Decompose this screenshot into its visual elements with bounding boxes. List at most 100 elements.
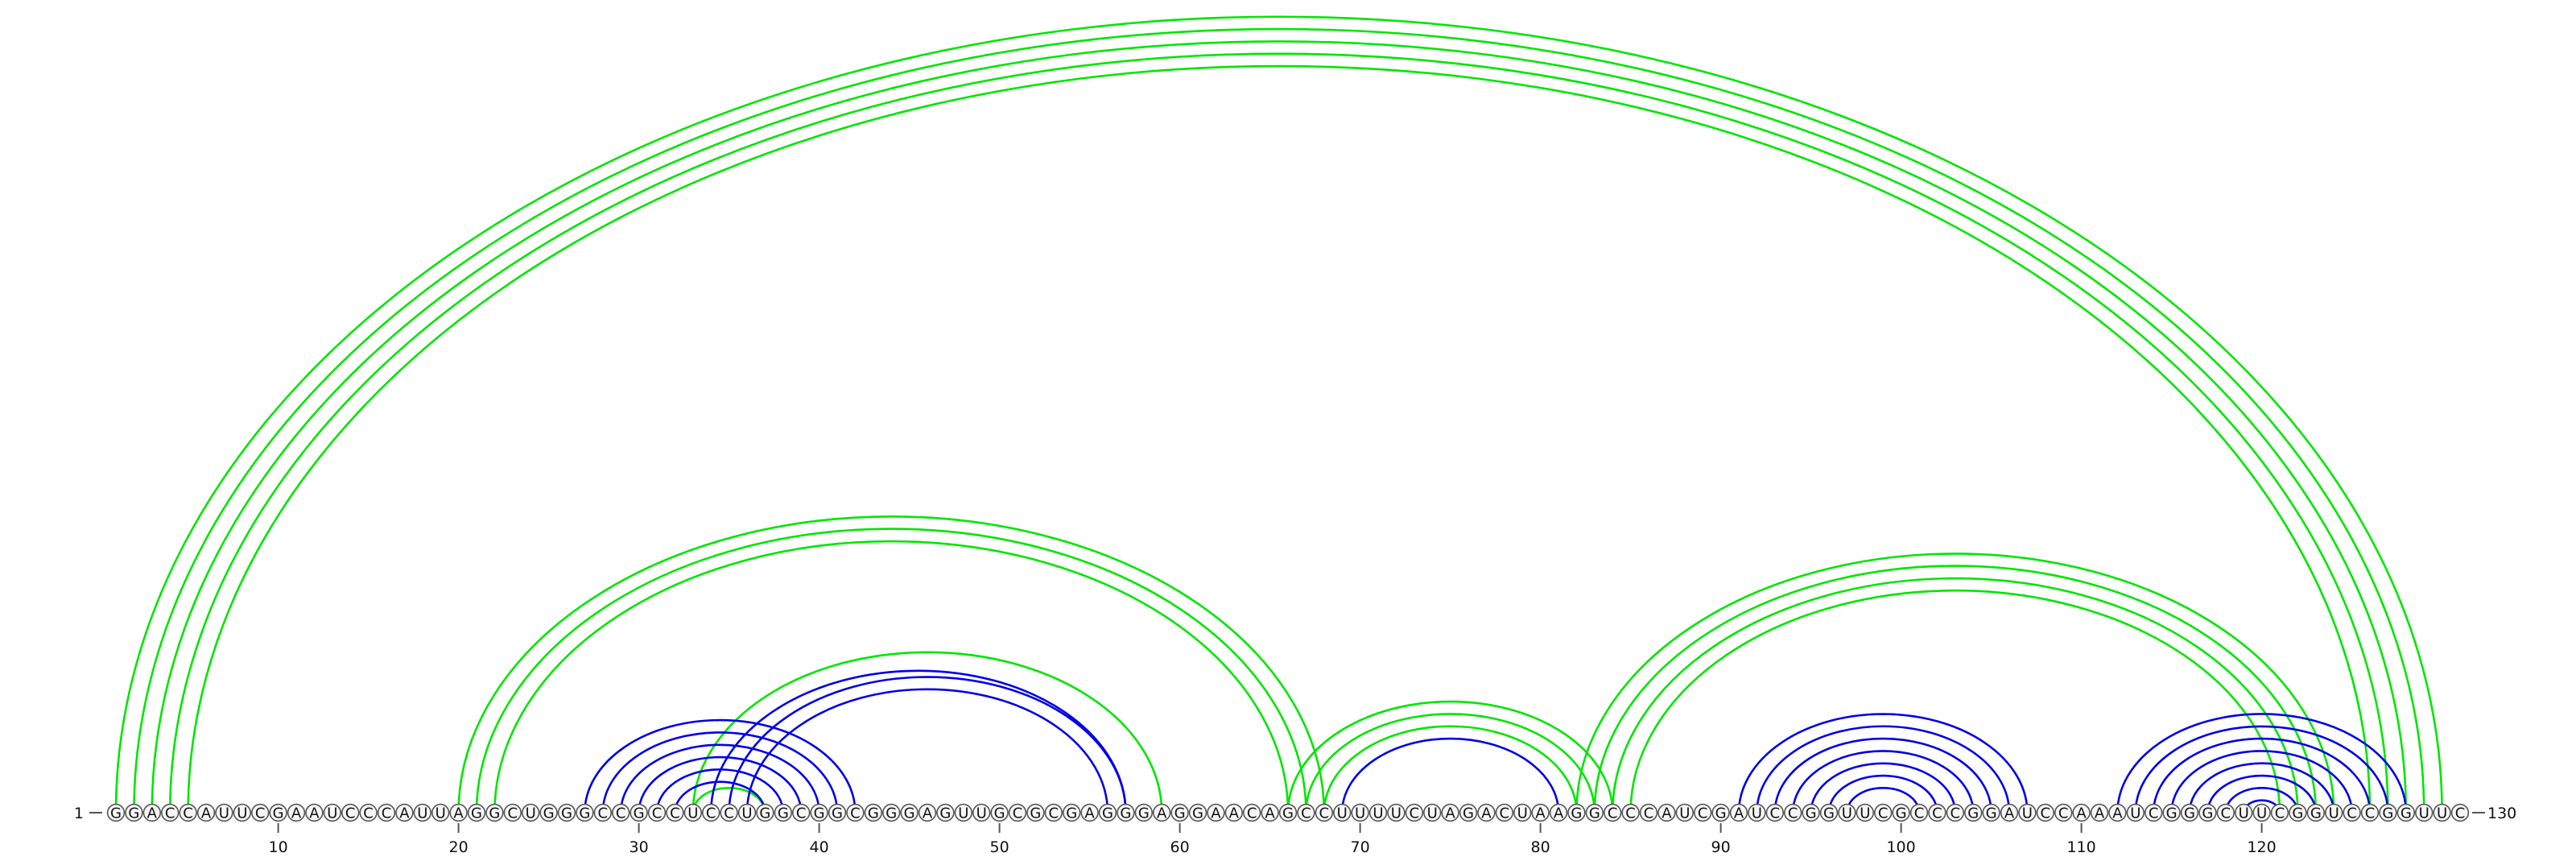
- nucleotide-circle: [106, 803, 126, 822]
- nucleotide-circle: [2180, 803, 2199, 822]
- nucleotide-circle: [1621, 803, 1640, 822]
- pair-arc-92-106: [1756, 725, 2011, 813]
- nucleotide-56: G: [1098, 803, 1117, 822]
- pair-arc-85-121: [1629, 589, 2281, 813]
- nucleotide-letter: U: [2022, 805, 2033, 822]
- nucleotide-letter: C: [1932, 805, 1942, 822]
- nucleotide-circle: [810, 803, 828, 822]
- pair-arc-118-122: [2224, 787, 2299, 813]
- nucleotide-9: C: [251, 803, 270, 822]
- nucleotide-circle: [1711, 803, 1730, 822]
- nucleotide-letter: U: [1752, 805, 1762, 822]
- nucleotide-circle: [503, 803, 522, 822]
- tick-label-40: 40: [810, 838, 829, 856]
- nucleotide-circle: [2325, 803, 2343, 822]
- nucleotide-letter: C: [1644, 805, 1654, 822]
- pair-arc-117-123: [2207, 774, 2318, 813]
- tick-label-80: 80: [1531, 838, 1550, 856]
- nucleotide-circle: [1422, 803, 1442, 822]
- nucleotide-85: C: [1621, 803, 1640, 822]
- nucleotide-letter: G: [2166, 805, 2178, 822]
- nucleotide-15: C: [359, 803, 378, 822]
- nucleotide-98: U: [1856, 803, 1875, 822]
- nucleotide-letter: C: [1301, 805, 1311, 822]
- nucleotide-72: U: [1387, 803, 1406, 822]
- nucleotide-69: U: [1332, 803, 1352, 822]
- nucleotide-circle: [1856, 803, 1875, 822]
- nucleotide-51: C: [1008, 803, 1027, 822]
- nucleotide-103: C: [1946, 803, 1965, 822]
- nucleotide-circle: [1909, 803, 1929, 822]
- pair-arc-91-107: [1737, 713, 2029, 813]
- nucleotide-letter: C: [1049, 805, 1059, 822]
- nucleotide-circle: [2396, 803, 2416, 822]
- nucleotide-letter: C: [616, 805, 626, 822]
- nucleotide-8: U: [233, 803, 251, 822]
- nucleotide-circle: [1477, 803, 1496, 822]
- nucleotide-40: G: [810, 803, 828, 822]
- nucleotide-36: U: [737, 803, 757, 822]
- nucleotide-letter: C: [1013, 805, 1023, 822]
- pair-arc-83-123: [1593, 565, 2318, 813]
- nucleotide-circle: [954, 803, 973, 822]
- arcs-layer: [114, 15, 2443, 813]
- nucleotide-circle: [557, 803, 576, 822]
- nucleotide-circle: [1585, 803, 1604, 822]
- nucleotide-79: U: [1513, 803, 1532, 822]
- nucleotide-104: G: [1964, 803, 1983, 822]
- nucleotide-77: A: [1477, 803, 1496, 822]
- pair-arc-1-130: [114, 15, 2443, 813]
- nucleotide-letter: U: [1373, 805, 1383, 822]
- nucleotide-58: G: [1134, 803, 1154, 822]
- nucleotide-49: U: [972, 803, 991, 822]
- nucleotide-letter: G: [814, 805, 825, 822]
- nucleotide-letter: C: [345, 805, 356, 822]
- nucleotide-circle: [1495, 803, 1514, 822]
- nucleotide-letter: A: [1734, 805, 1744, 822]
- nucleotide-109: C: [2054, 803, 2073, 822]
- nucleotide-letter: G: [1102, 805, 1113, 822]
- nucleotide-circle: [1188, 803, 1208, 822]
- nucleotide-circle: [1278, 803, 1298, 822]
- nucleotide-letter: U: [1427, 805, 1438, 822]
- nucleotide-31: C: [647, 803, 667, 822]
- nucleotide-letter: A: [291, 805, 302, 822]
- nucleotide-letter: A: [1535, 805, 1546, 822]
- nucleotide-circle: [1784, 803, 1802, 822]
- nucleotide-circle: [774, 803, 792, 822]
- nucleotide-circle: [846, 803, 865, 822]
- nucleotide-131: C: [2450, 803, 2470, 822]
- pair-arc-2-129: [133, 27, 2425, 813]
- nucleotide-letter: A: [453, 805, 464, 822]
- nucleotide-circle: [2090, 803, 2109, 822]
- nucleotide-96: G: [1819, 803, 1839, 822]
- nucleotide-letter: G: [1030, 805, 1041, 822]
- nucleotide-54: G: [1062, 803, 1081, 822]
- nucleotide-25: G: [539, 803, 558, 822]
- nucleotide-89: C: [1694, 803, 1712, 822]
- nucleotide-letter: C: [1319, 805, 1330, 822]
- nucleotide-circle: [251, 803, 270, 822]
- nucleotide-circle: [1261, 803, 1279, 822]
- nucleotide-81: A: [1549, 803, 1568, 822]
- tick-label-10: 10: [269, 838, 288, 856]
- nucleotide-circle: [683, 803, 702, 822]
- nucleotide-letter: A: [399, 805, 410, 822]
- nucleotide-letter: A: [1481, 805, 1492, 822]
- nucleotide-112: A: [2108, 803, 2127, 822]
- nucleotide-24: U: [521, 803, 540, 822]
- nucleotide-circle: [539, 803, 558, 822]
- nucleotide-1: G: [106, 803, 126, 822]
- nucleotide-127: G: [2379, 803, 2397, 822]
- nucleotide-34: C: [701, 803, 720, 822]
- nucleotide-letter: G: [579, 805, 590, 822]
- nucleotide-17: A: [395, 803, 414, 822]
- tick-layer: 10 20 30 40 50 60 70 80 90 100 110 120: [269, 823, 2277, 856]
- nucleotide-letter: C: [2347, 805, 2357, 822]
- nucleotide-letter: C: [508, 805, 518, 822]
- nucleotide-circle: [1802, 803, 1820, 822]
- pair-arc-32-37: [674, 780, 766, 813]
- nucleotide-70: U: [1351, 803, 1369, 822]
- nucleotide-letter: A: [1211, 805, 1221, 822]
